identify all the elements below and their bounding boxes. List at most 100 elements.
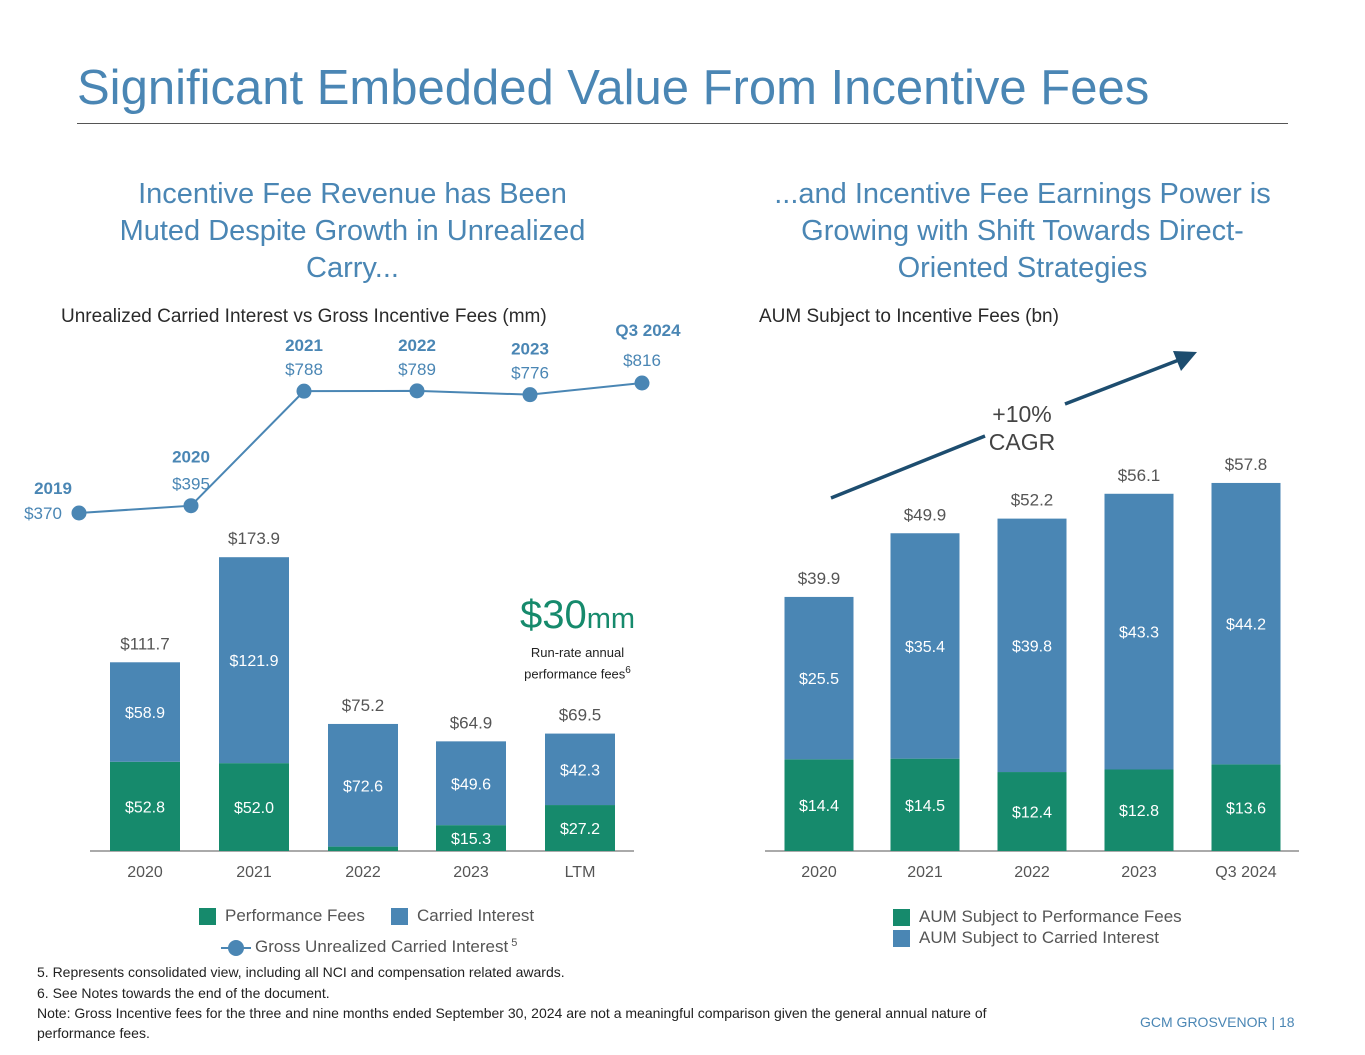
aum-bar-label: $25.5	[799, 671, 839, 688]
aum-bar-label: $13.6	[1226, 801, 1266, 818]
aum-bar-label: $14.4	[799, 798, 839, 815]
fees-bar-carried	[436, 741, 506, 826]
fees-bar-perf	[328, 846, 398, 851]
fees-tick-label: LTM	[565, 864, 596, 881]
aum-total-label: $49.9	[904, 505, 947, 524]
aum-bar-label: $14.5	[905, 798, 945, 815]
fees-bar-label: $52.0	[234, 800, 274, 817]
fees-bar-label: $42.3	[560, 762, 600, 779]
gross-unrealized-value-label: $788	[285, 360, 323, 379]
fees-total-label: $111.7	[120, 634, 169, 653]
aum-bar-perf	[1211, 764, 1281, 851]
fees-bar-perf	[110, 761, 180, 851]
fees-bar-label: $52.8	[125, 799, 165, 816]
gross-unrealized-point	[296, 383, 312, 399]
gross-unrealized-point	[183, 498, 199, 514]
gross-unrealized-value-label: $816	[623, 351, 661, 370]
fees-tick-label: 2021	[236, 864, 272, 881]
aum-bar-label: $35.4	[905, 639, 945, 656]
left-chart-caption: Unrealized Carried Interest vs Gross Inc…	[61, 306, 547, 327]
legend-label: AUM Subject to Performance Fees	[919, 907, 1182, 926]
legend-swatch-carried	[391, 907, 408, 925]
aum-bar-label: $44.2	[1226, 617, 1266, 634]
fees-bar-label: $49.6	[451, 776, 491, 793]
kpi-run-rate-label: Run-rate annual performance fees6	[505, 644, 650, 683]
aum-tick-label: Q3 2024	[1215, 864, 1276, 881]
gross-unrealized-year-label: 2021	[285, 336, 323, 355]
gross-unrealized-year-label: 2023	[511, 340, 549, 359]
gross-unrealized-value-label: $789	[398, 360, 436, 379]
aum-bar-carried	[784, 596, 854, 760]
footer-brand-page: GCM GROSVENOR | 18	[1140, 1014, 1295, 1030]
fees-bar-carried	[110, 662, 180, 762]
aum-total-label: $56.1	[1118, 466, 1161, 485]
aum-bar-perf	[997, 772, 1067, 851]
legend-gross-unrealized: Gross Unrealized Carried Interest 5	[221, 937, 517, 957]
footnote-note-cont: performance fees.	[37, 1025, 150, 1041]
gross-unrealized-year-label: 2022	[398, 336, 436, 355]
aum-bar-label: $39.8	[1012, 638, 1052, 655]
legend-swatch-carried	[893, 929, 910, 947]
fees-bar-label: $15.3	[451, 831, 491, 848]
aum-bar-label: $43.3	[1119, 625, 1159, 642]
legend-label: AUM Subject to Carried Interest	[919, 928, 1159, 947]
legend-performance-fees: Performance Fees	[199, 906, 365, 926]
gross-unrealized-point	[409, 383, 425, 399]
aum-bar-carried	[1104, 493, 1174, 770]
gross-unrealized-year-label: 2019	[34, 479, 72, 498]
aum-tick-label: 2023	[1121, 864, 1157, 881]
fees-total-label: $75.2	[342, 696, 385, 715]
aum-bar-label: $12.8	[1119, 803, 1159, 820]
gross-unrealized-point	[71, 505, 87, 521]
fees-tick-label: 2023	[453, 864, 489, 881]
right-chart-caption: AUM Subject to Incentive Fees (bn)	[759, 306, 1059, 327]
legend-label: Gross Unrealized Carried Interest	[255, 937, 509, 956]
aum-bar-perf	[784, 759, 854, 851]
page-title: Significant Embedded Value From Incentiv…	[77, 61, 1150, 115]
aum-bar-carried	[1211, 482, 1281, 765]
kpi-label-text: Run-rate annual performance fees	[524, 645, 626, 682]
aum-bar-label: $12.4	[1012, 805, 1052, 822]
aum-total-label: $52.2	[1011, 491, 1054, 510]
aum-bar-perf	[1104, 769, 1174, 851]
legend-swatch-performance	[893, 908, 910, 926]
legend-footnote-ref: 5	[511, 937, 518, 949]
footnote-5: 5. Represents consolidated view, includi…	[37, 964, 565, 980]
kpi-run-rate-value: $30mm	[520, 593, 635, 638]
aum-total-label: $39.9	[798, 569, 841, 588]
cagr-arrow-shaft	[1064, 356, 1185, 406]
gross-unrealized-point	[522, 387, 538, 403]
legend-line-marker-icon	[221, 939, 251, 956]
aum-total-label: $57.8	[1225, 455, 1268, 474]
fees-bar-carried	[219, 557, 289, 764]
cagr-annotation: +10% CAGR	[988, 401, 1056, 455]
fees-bar-carried	[328, 723, 398, 847]
fees-tick-label: 2022	[345, 864, 381, 881]
aum-bar-carried	[997, 518, 1067, 773]
legend-swatch-performance	[199, 907, 216, 925]
footnote-note: Note: Gross Incentive fees for the three…	[37, 1005, 987, 1021]
gross-unrealized-value-label: $395	[172, 475, 210, 494]
fees-total-label: $173.9	[228, 529, 280, 548]
gross-unrealized-year-label: Q3 2024	[615, 321, 681, 340]
fees-tick-label: 2020	[127, 864, 163, 881]
gross-unrealized-value-label: $776	[511, 364, 549, 383]
cagr-arrow-head	[1173, 351, 1197, 371]
fees-bar-perf	[219, 763, 289, 851]
fees-bar-perf	[436, 825, 506, 851]
aum-tick-label: 2021	[907, 864, 943, 881]
fees-bar-label: $27.2	[560, 821, 600, 838]
legend-carried-interest: Carried Interest	[391, 906, 534, 926]
fees-bar-label: $72.6	[343, 778, 383, 795]
fees-total-label: $64.9	[450, 713, 493, 732]
fees-bar-label: $121.9	[230, 653, 279, 670]
right-panel-heading: ...and Incentive Fee Earnings Power is G…	[774, 178, 1271, 284]
gross-unrealized-point	[634, 375, 650, 391]
aum-tick-label: 2022	[1014, 864, 1050, 881]
legend-aum-carried: AUM Subject to Carried Interest	[893, 928, 1159, 948]
left-panel-heading: Incentive Fee Revenue has Been Muted Des…	[119, 178, 586, 284]
aum-bar-carried	[890, 533, 960, 759]
gross-unrealized-line	[78, 382, 643, 514]
fees-bar-carried	[545, 733, 615, 806]
